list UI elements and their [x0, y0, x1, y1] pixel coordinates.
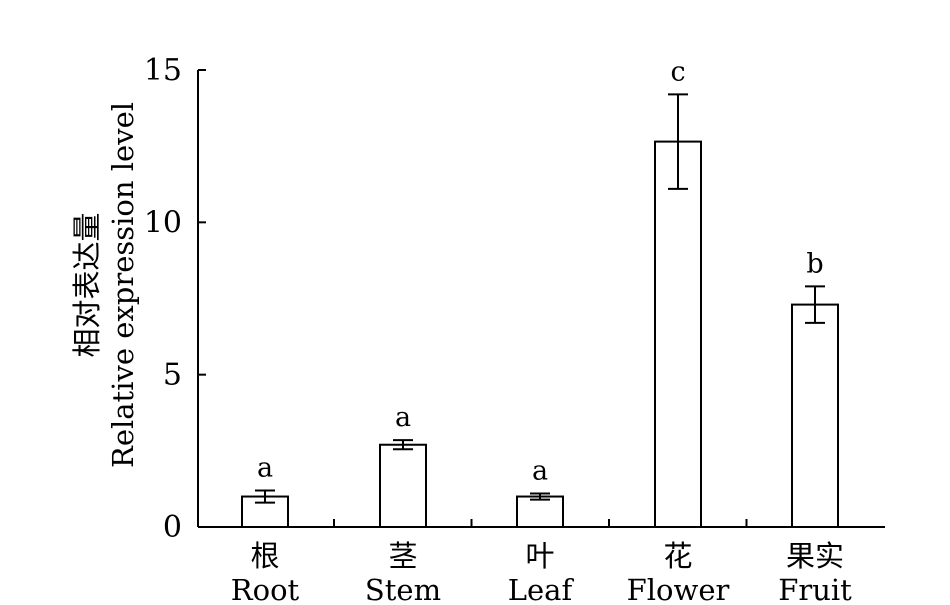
category-label-cn-leaf: 叶 [525, 539, 554, 573]
category-label-en-root: Root [231, 573, 300, 605]
y-axis-label: 相对表达量 Relative expression level [70, 102, 140, 468]
significance-label-fruit: b [806, 248, 823, 279]
category-label-en-flower: Flower [627, 573, 730, 605]
bar-fruit [791, 303, 839, 528]
category-label-cn-root: 根 [250, 539, 279, 573]
bar-flower [654, 140, 702, 528]
category-label-en-leaf: Leaf [508, 573, 575, 605]
category-label-en-fruit: Fruit [778, 573, 852, 605]
y-tick-label-10: 10 [144, 205, 182, 240]
significance-labels: a a a c b [257, 56, 824, 486]
bar-leaf [516, 495, 564, 528]
y-tick-label-0: 0 [163, 510, 182, 545]
error-bars [255, 93, 825, 504]
significance-label-flower: c [670, 56, 685, 87]
category-label-cn-fruit: 果实 [786, 539, 844, 573]
y-tick-label-15: 15 [144, 53, 182, 88]
significance-label-stem: a [395, 402, 411, 433]
y-ticks: 0 5 10 15 [144, 53, 206, 545]
category-label-cn-stem: 茎 [388, 539, 417, 573]
significance-label-leaf: a [532, 455, 548, 486]
bar-stem [379, 443, 427, 528]
y-axis-label-english: Relative expression level [106, 102, 140, 468]
category-label-en-stem: Stem [365, 573, 441, 605]
significance-label-root: a [257, 452, 273, 483]
y-axis-label-chinese: 相对表达量 [70, 212, 104, 357]
category-label-cn-flower: 花 [663, 539, 692, 573]
y-tick-label-5: 5 [163, 358, 182, 393]
